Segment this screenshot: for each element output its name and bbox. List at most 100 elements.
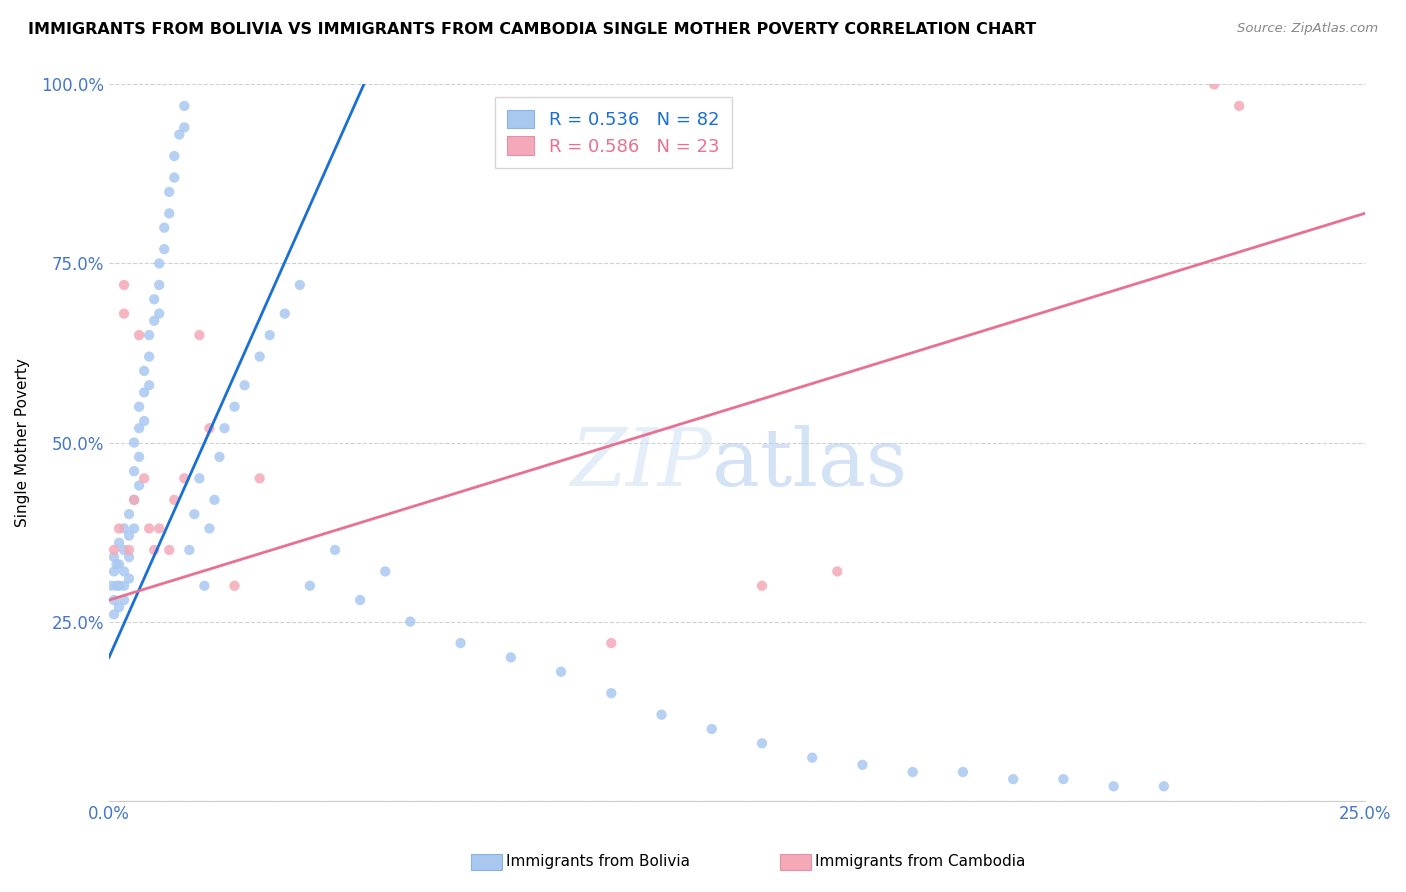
Point — [801, 750, 824, 764]
Point — [163, 170, 186, 185]
Point — [108, 600, 131, 615]
Point — [112, 579, 135, 593]
Point — [148, 256, 170, 270]
Point — [103, 543, 125, 558]
Point — [122, 521, 145, 535]
Point — [550, 665, 572, 679]
Text: Source: ZipAtlas.com: Source: ZipAtlas.com — [1237, 22, 1378, 36]
Point — [122, 492, 145, 507]
Point — [450, 636, 472, 650]
Point — [157, 185, 180, 199]
Point — [188, 328, 211, 343]
Point — [198, 521, 221, 535]
Point — [112, 593, 135, 607]
Point — [1102, 779, 1125, 793]
Point — [143, 314, 166, 328]
Point — [188, 471, 211, 485]
Point — [138, 378, 160, 392]
Point — [157, 206, 180, 220]
Point — [173, 471, 195, 485]
Point — [204, 492, 226, 507]
Point — [163, 492, 186, 507]
Point — [1052, 772, 1074, 786]
Point — [112, 521, 135, 535]
Point — [103, 565, 125, 579]
Point — [193, 579, 215, 593]
Point — [224, 579, 246, 593]
Point — [108, 536, 131, 550]
Point — [103, 607, 125, 622]
Point — [1153, 779, 1175, 793]
Point — [153, 242, 176, 256]
Point — [122, 492, 145, 507]
Point — [118, 543, 141, 558]
Point — [827, 565, 849, 579]
Point — [128, 328, 150, 343]
Point — [1227, 99, 1250, 113]
Point — [499, 650, 522, 665]
Point — [118, 572, 141, 586]
Point — [751, 579, 773, 593]
Point — [173, 120, 195, 135]
Point — [751, 736, 773, 750]
Point — [208, 450, 231, 464]
Point — [128, 421, 150, 435]
Point — [134, 364, 156, 378]
Point — [288, 277, 311, 292]
Point — [249, 471, 271, 485]
Point — [153, 220, 176, 235]
Point — [600, 636, 623, 650]
Point — [112, 307, 135, 321]
Point — [148, 307, 170, 321]
Point — [183, 507, 205, 521]
Point — [138, 521, 160, 535]
Point — [349, 593, 371, 607]
Text: Immigrants from Cambodia: Immigrants from Cambodia — [815, 855, 1026, 869]
Point — [298, 579, 321, 593]
Point — [122, 435, 145, 450]
Point — [128, 400, 150, 414]
Point — [128, 450, 150, 464]
Point — [198, 421, 221, 435]
Point — [157, 543, 180, 558]
Text: IMMIGRANTS FROM BOLIVIA VS IMMIGRANTS FROM CAMBODIA SINGLE MOTHER POVERTY CORREL: IMMIGRANTS FROM BOLIVIA VS IMMIGRANTS FR… — [28, 22, 1036, 37]
Point — [169, 128, 191, 142]
Point — [274, 307, 297, 321]
Point — [1002, 772, 1025, 786]
Point — [100, 579, 122, 593]
Point — [214, 421, 236, 435]
Point — [118, 528, 141, 542]
Point — [118, 550, 141, 565]
Point — [163, 149, 186, 163]
Point — [143, 293, 166, 307]
Point — [105, 579, 128, 593]
Text: Immigrants from Bolivia: Immigrants from Bolivia — [506, 855, 690, 869]
Point — [108, 521, 131, 535]
Point — [851, 757, 873, 772]
Point — [134, 385, 156, 400]
Point — [148, 277, 170, 292]
Point — [259, 328, 281, 343]
Point — [134, 471, 156, 485]
Point — [249, 350, 271, 364]
Point — [122, 464, 145, 478]
Point — [952, 764, 974, 779]
Point — [323, 543, 346, 558]
Y-axis label: Single Mother Poverty: Single Mother Poverty — [15, 358, 30, 527]
Point — [399, 615, 422, 629]
Point — [1202, 78, 1225, 92]
Point — [138, 350, 160, 364]
Point — [600, 686, 623, 700]
Point — [103, 593, 125, 607]
Point — [179, 543, 201, 558]
Point — [128, 478, 150, 492]
Text: atlas: atlas — [711, 425, 907, 503]
Point — [118, 507, 141, 521]
Point — [112, 565, 135, 579]
Point — [108, 579, 131, 593]
Point — [112, 277, 135, 292]
Point — [224, 400, 246, 414]
Point — [650, 707, 672, 722]
Point — [233, 378, 256, 392]
Point — [134, 414, 156, 428]
